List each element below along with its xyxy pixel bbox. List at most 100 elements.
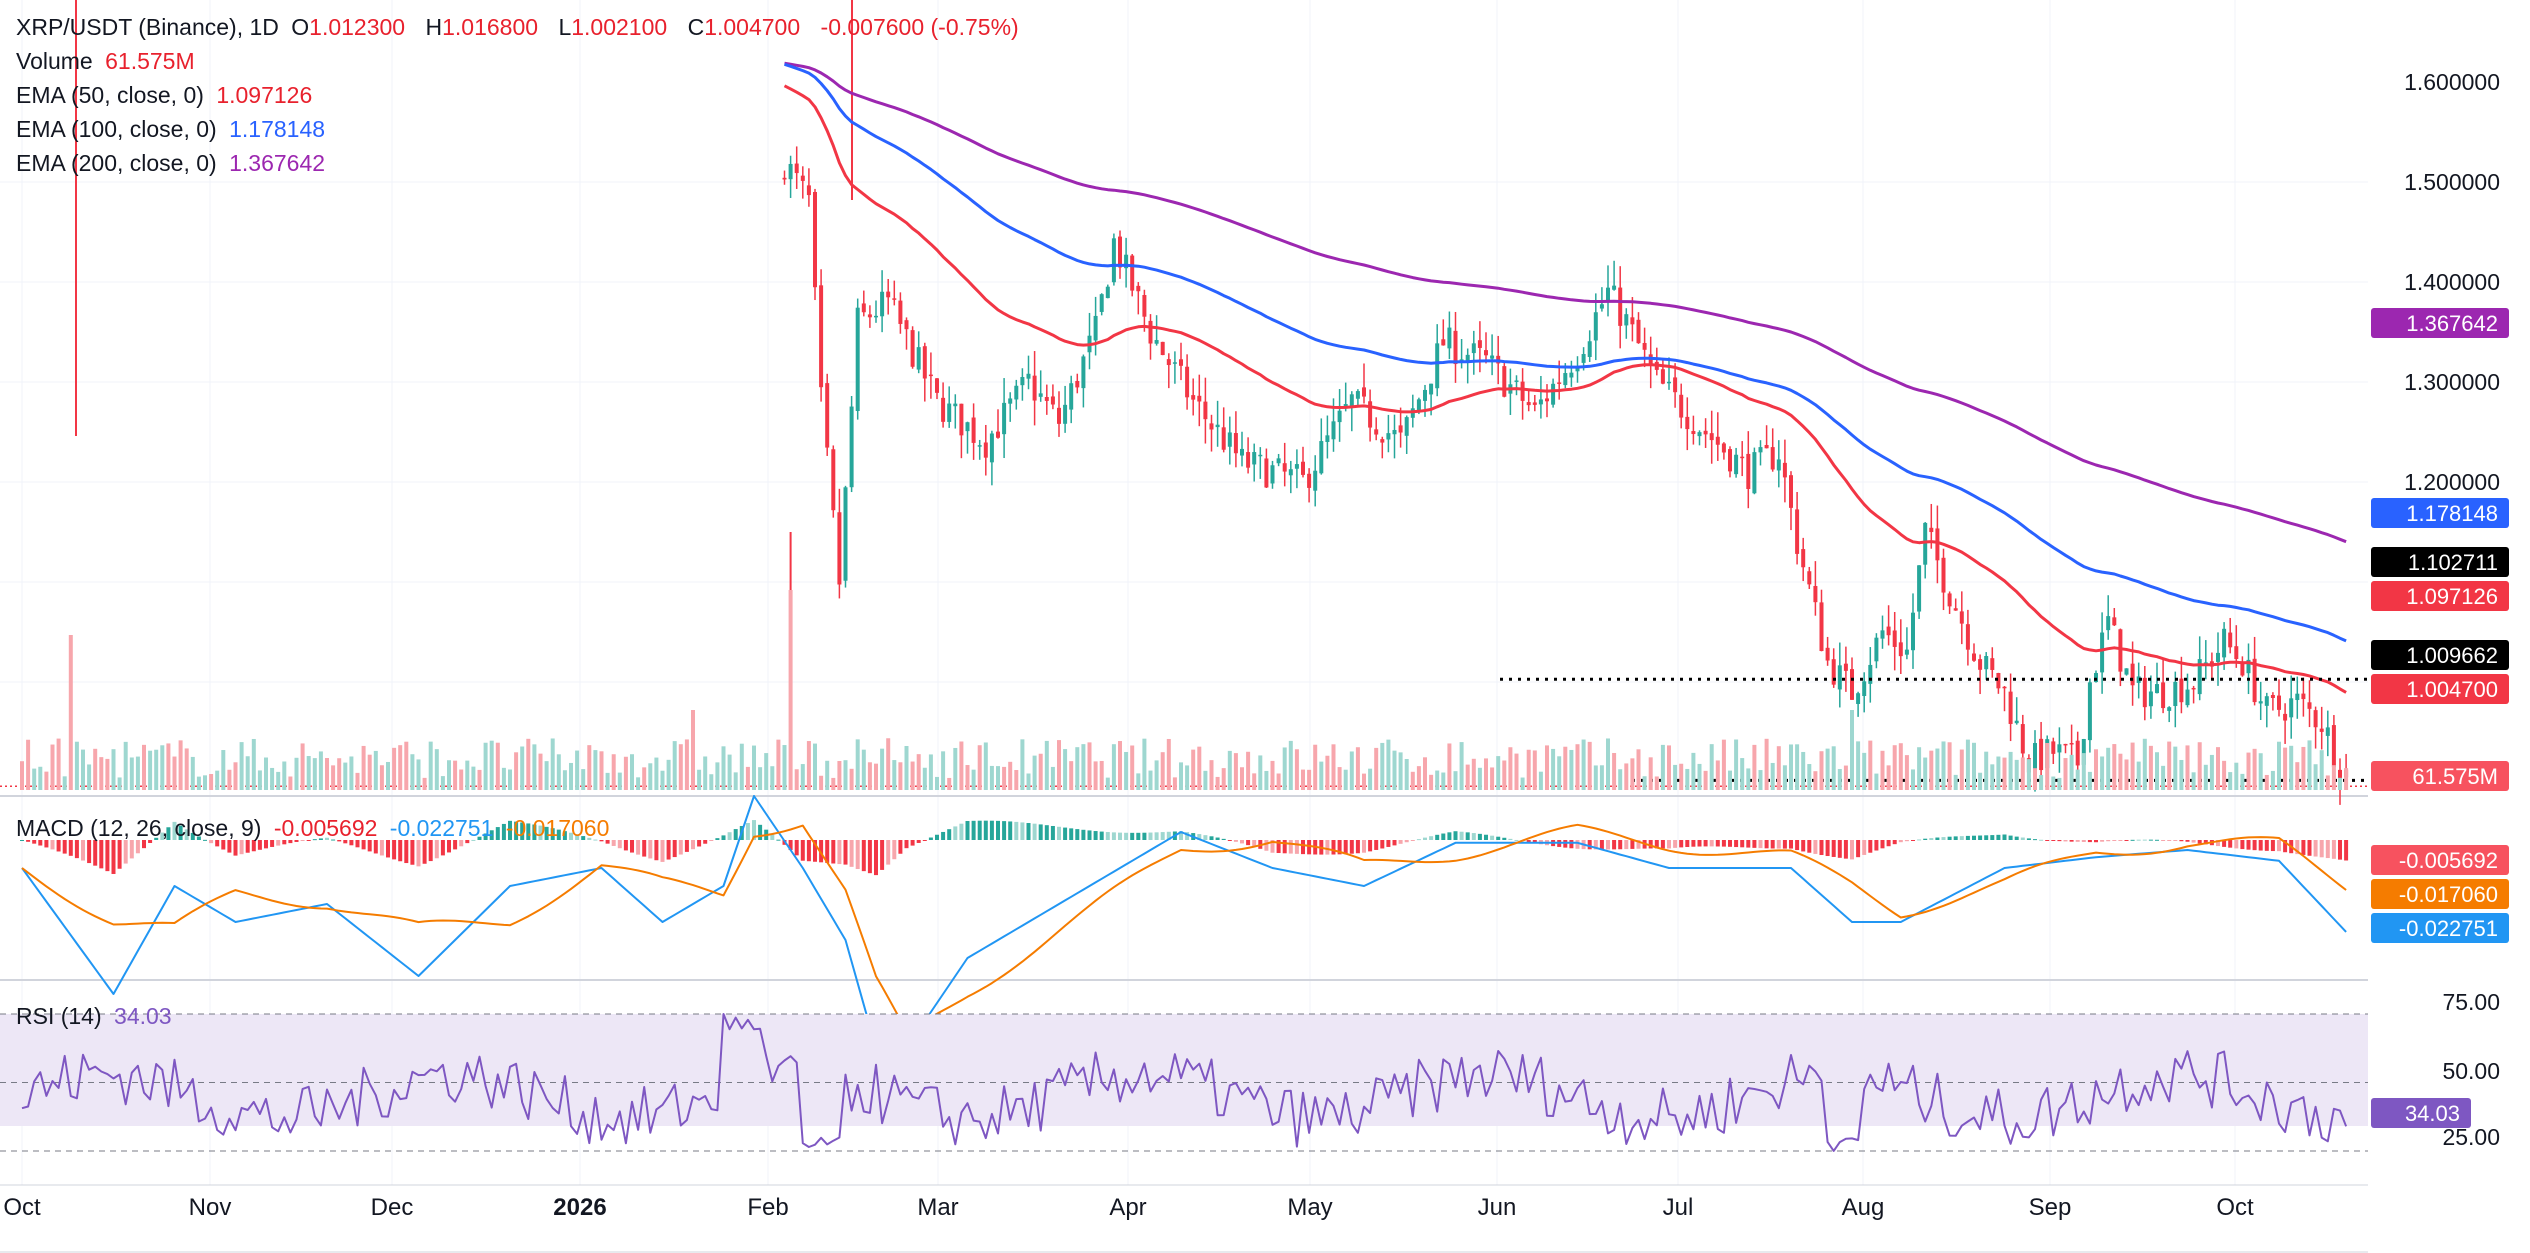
volume-bar bbox=[1118, 741, 1122, 790]
macd-hist-bar bbox=[630, 840, 634, 853]
ema50-legend-row[interactable]: EMA (50, close, 0) 1.097126 bbox=[16, 78, 1025, 112]
volume-bar bbox=[880, 748, 885, 790]
volume-bar bbox=[965, 765, 970, 790]
macd-hist-bar bbox=[886, 840, 891, 865]
macd-hist-bar bbox=[2234, 840, 2239, 849]
macd-hist-bar bbox=[367, 840, 372, 852]
volume-bar bbox=[1715, 760, 1720, 790]
macd-hist-bar bbox=[2240, 840, 2245, 850]
volume-bar bbox=[1953, 774, 1958, 790]
candle-body bbox=[1532, 402, 1537, 405]
macd-hist-bar bbox=[1648, 840, 1653, 849]
candle-body bbox=[1233, 433, 1238, 454]
macd-hist-bar bbox=[2008, 835, 2013, 840]
candle-body bbox=[788, 163, 793, 180]
macd-hist-bar bbox=[996, 820, 1000, 840]
volume-bar bbox=[2094, 749, 2098, 790]
time-axis-label: Oct bbox=[3, 1194, 41, 1221]
macd-hist-bar bbox=[806, 840, 811, 862]
macd-hist-bar bbox=[1782, 840, 1787, 849]
candle-body bbox=[1221, 427, 1226, 450]
price-badge bbox=[2371, 581, 2509, 611]
volume-bar bbox=[404, 741, 409, 790]
volume-bar bbox=[1795, 744, 1800, 790]
candle-body bbox=[1929, 527, 1934, 533]
candle-body bbox=[1752, 452, 1757, 494]
volume-bar bbox=[62, 776, 67, 790]
volume-bar bbox=[2307, 740, 2312, 790]
symbol-title[interactable]: XRP/USDT (Binance), 1D bbox=[16, 14, 279, 40]
rsi-legend[interactable]: RSI (14) 34.03 bbox=[16, 999, 178, 1033]
ema50-label: EMA (50, close, 0) bbox=[16, 82, 204, 108]
volume-bar bbox=[1392, 750, 1397, 790]
candle-body bbox=[1880, 630, 1885, 639]
candle-body bbox=[1264, 458, 1269, 488]
candle-body bbox=[2112, 617, 2117, 626]
macd-hist-bar bbox=[1746, 840, 1751, 848]
macd-hist-bar bbox=[20, 840, 24, 841]
macd-hist-bar bbox=[2057, 840, 2062, 842]
candle-body bbox=[1953, 608, 1958, 611]
volume-bar bbox=[2295, 762, 2300, 790]
volume-bar bbox=[227, 769, 232, 790]
volume-bar bbox=[1093, 761, 1098, 790]
macd-hist-bar bbox=[965, 821, 970, 840]
volume-bar bbox=[2014, 759, 2019, 790]
macd-hist-bar bbox=[1795, 840, 1800, 851]
macd-hist-bar bbox=[1221, 838, 1226, 840]
volume-bar bbox=[526, 738, 531, 790]
candle-body bbox=[2246, 659, 2251, 674]
candle-body bbox=[1819, 602, 1824, 651]
volume-bar bbox=[1685, 768, 1690, 790]
volume-bar bbox=[288, 776, 293, 790]
candle-body bbox=[2094, 673, 2098, 683]
candle-body bbox=[1904, 649, 1909, 655]
candle-body bbox=[1721, 443, 1726, 453]
macd-hist-bar bbox=[1081, 829, 1086, 840]
ema200-legend-row[interactable]: EMA (200, close, 0) 1.367642 bbox=[16, 146, 1025, 180]
macd-hist-bar bbox=[1819, 840, 1824, 856]
candle-body bbox=[1990, 658, 1995, 670]
macd-hist-bar bbox=[1014, 821, 1019, 840]
macd-hist-bar bbox=[2197, 840, 2202, 844]
macd-hist-bar bbox=[1880, 840, 1885, 849]
candle-body bbox=[1551, 383, 1556, 405]
macd-hist-bar bbox=[922, 840, 927, 841]
candle-body bbox=[1258, 454, 1263, 457]
ema100-legend-row[interactable]: EMA (100, close, 0) 1.178148 bbox=[16, 112, 1025, 146]
macd-hist-bar bbox=[642, 840, 647, 857]
macd-legend[interactable]: MACD (12, 26, close, 9) -0.005692 -0.022… bbox=[16, 811, 615, 845]
macd-hist-bar bbox=[404, 840, 409, 864]
macd-hist-bar bbox=[1813, 840, 1818, 854]
macd-hist-bar bbox=[721, 835, 726, 840]
macd-hist-bar bbox=[1203, 835, 1208, 840]
candle-body bbox=[996, 431, 1000, 438]
price-tick-label: 1.400000 bbox=[2404, 269, 2500, 295]
volume-bar bbox=[2246, 752, 2251, 790]
volume-bar bbox=[928, 754, 933, 790]
candle-body bbox=[782, 177, 787, 180]
macd-hist-bar bbox=[465, 840, 470, 844]
volume-bar bbox=[1148, 770, 1153, 790]
macd-hist-bar bbox=[2277, 840, 2281, 852]
volume-bar bbox=[2277, 741, 2281, 790]
macd-hist-bar bbox=[2319, 840, 2324, 858]
volume-bar bbox=[50, 744, 55, 790]
macd-hist-bar bbox=[514, 821, 519, 840]
candle-body bbox=[1081, 356, 1086, 389]
candle-body bbox=[910, 330, 915, 367]
macd-hist-bar bbox=[215, 840, 220, 847]
macd-hist-bar bbox=[1850, 840, 1854, 860]
candle-body bbox=[1166, 359, 1171, 366]
volume-legend-row[interactable]: Volume 61.575M bbox=[16, 44, 1025, 78]
macd-badge-label: -0.005692 bbox=[2399, 848, 2498, 873]
macd-hist-bar bbox=[556, 829, 561, 840]
candle-body bbox=[1898, 642, 1903, 657]
macd-hist-bar bbox=[794, 840, 799, 856]
candle-body bbox=[1002, 402, 1007, 435]
volume-bar bbox=[1270, 760, 1275, 790]
candle-body bbox=[1490, 355, 1495, 359]
candle-body bbox=[874, 315, 878, 318]
macd-hist-bar bbox=[428, 840, 433, 862]
